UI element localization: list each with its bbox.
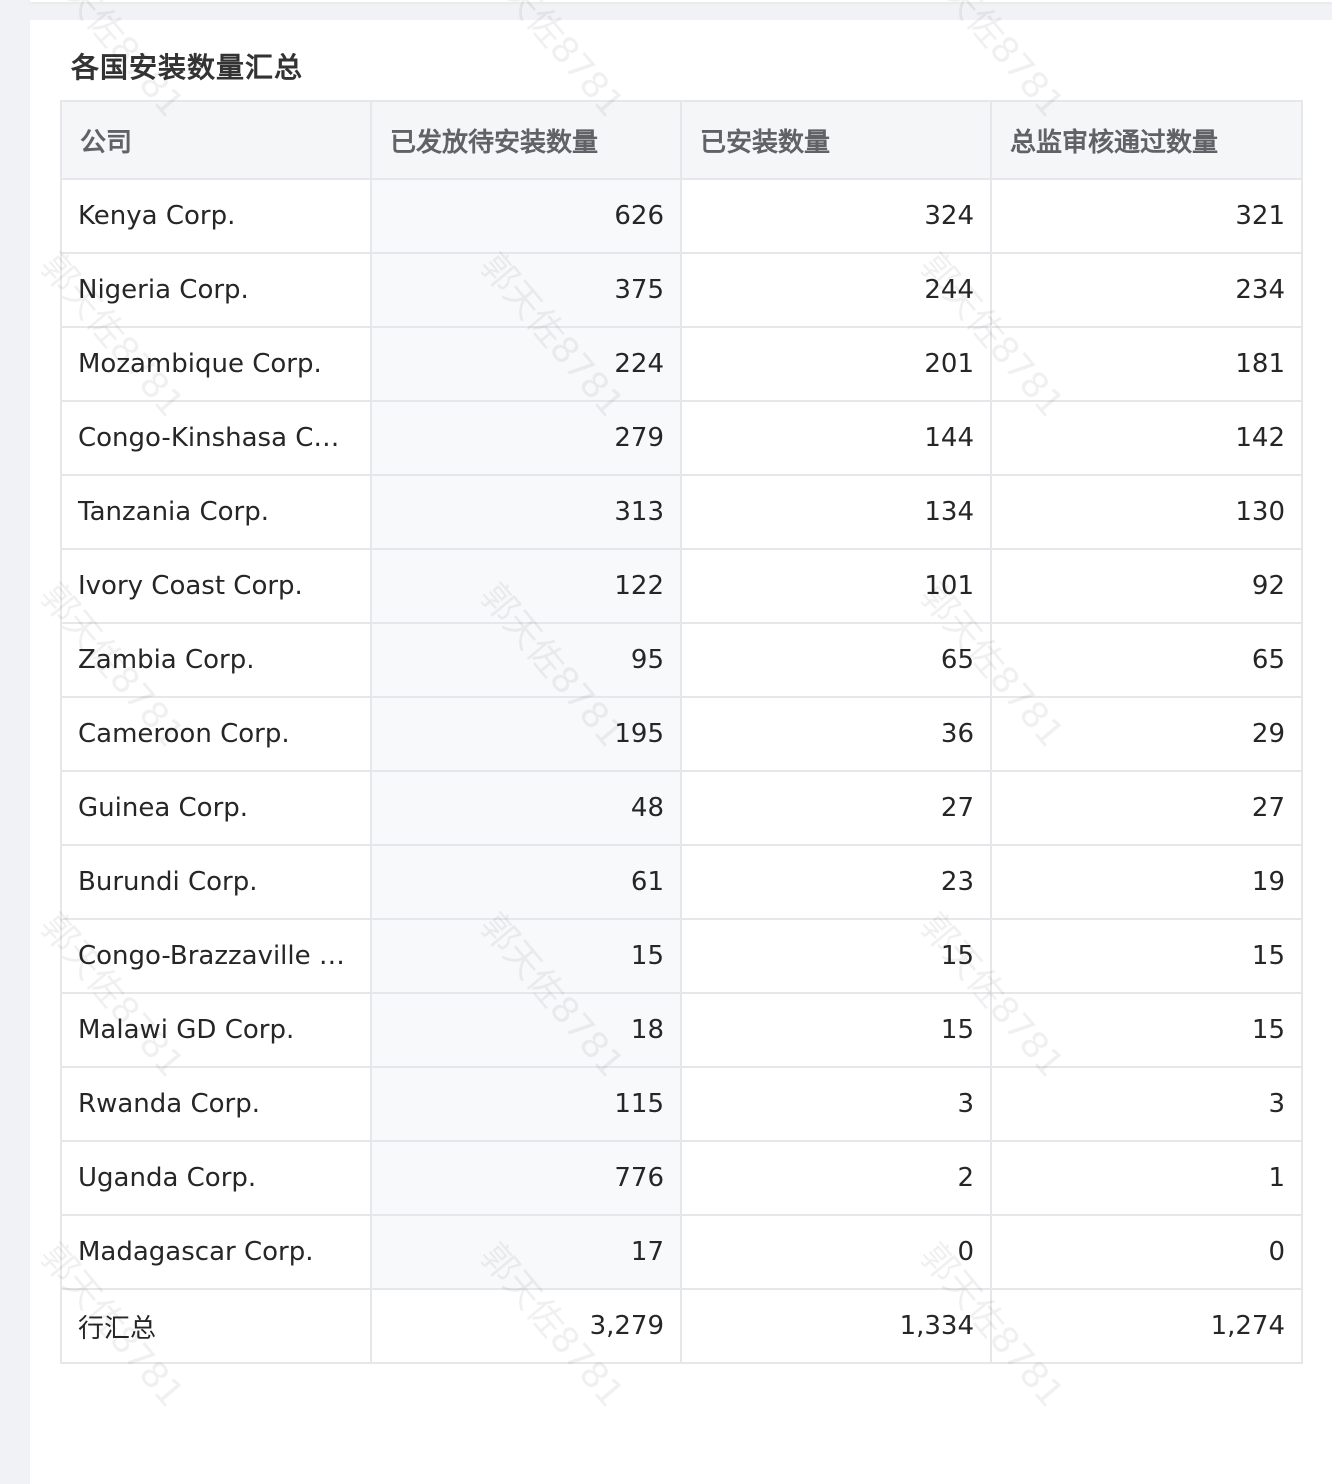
installed-cell: 244 (680, 252, 992, 328)
total-distributed: 3,279 (370, 1288, 682, 1364)
column-header-approved[interactable]: 总监审核通过数量 (990, 100, 1303, 180)
distributed-cell: 17 (370, 1214, 682, 1290)
column-header-company[interactable]: 公司 (60, 100, 372, 180)
approved-cell: 3 (990, 1066, 1303, 1142)
installed-cell: 324 (680, 178, 992, 254)
company-cell: Madagascar Corp. (60, 1214, 372, 1290)
table-row[interactable]: Guinea Corp. 48 27 27 (60, 770, 1303, 846)
company-cell: Nigeria Corp. (60, 252, 372, 328)
approved-cell: 1 (990, 1140, 1303, 1216)
approved-cell: 15 (990, 992, 1303, 1068)
approved-cell: 19 (990, 844, 1303, 920)
distributed-cell: 15 (370, 918, 682, 994)
installed-cell: 15 (680, 918, 992, 994)
installed-cell: 36 (680, 696, 992, 772)
distributed-cell: 95 (370, 622, 682, 698)
distributed-cell: 195 (370, 696, 682, 772)
table-row[interactable]: Uganda Corp. 776 2 1 (60, 1140, 1303, 1216)
company-cell: Burundi Corp. (60, 844, 372, 920)
distributed-cell: 61 (370, 844, 682, 920)
table-row[interactable]: Congo-Kinshasa C… 279 144 142 (60, 400, 1303, 476)
table-row[interactable]: Burundi Corp. 61 23 19 (60, 844, 1303, 920)
installed-cell: 134 (680, 474, 992, 550)
approved-cell: 29 (990, 696, 1303, 772)
table-row[interactable]: Malawi GD Corp. 18 15 15 (60, 992, 1303, 1068)
company-cell: Cameroon Corp. (60, 696, 372, 772)
installed-cell: 27 (680, 770, 992, 846)
table-row[interactable]: Congo-Brazzaville … 15 15 15 (60, 918, 1303, 994)
approved-cell: 65 (990, 622, 1303, 698)
distributed-cell: 375 (370, 252, 682, 328)
installed-cell: 144 (680, 400, 992, 476)
company-cell: Malawi GD Corp. (60, 992, 372, 1068)
install-summary-table: 公司 已发放待安装数量 已安装数量 总监审核通过数量 Kenya Corp. 62… (60, 100, 1303, 1364)
summary-card: 各国安装数量汇总 公司 已发放待安装数量 已安装数量 总监审核通过数量 Keny… (30, 20, 1332, 1484)
installed-cell: 23 (680, 844, 992, 920)
top-card-edge (30, 0, 1332, 2)
approved-cell: 321 (990, 178, 1303, 254)
total-label: 行汇总 (60, 1288, 372, 1364)
distributed-cell: 122 (370, 548, 682, 624)
approved-cell: 27 (990, 770, 1303, 846)
column-header-installed[interactable]: 已安装数量 (680, 100, 992, 180)
approved-cell: 142 (990, 400, 1303, 476)
installed-cell: 2 (680, 1140, 992, 1216)
approved-cell: 0 (990, 1214, 1303, 1290)
installed-cell: 65 (680, 622, 992, 698)
approved-cell: 130 (990, 474, 1303, 550)
distributed-cell: 48 (370, 770, 682, 846)
approved-cell: 15 (990, 918, 1303, 994)
company-cell: Congo-Brazzaville … (60, 918, 372, 994)
table-row[interactable]: Ivory Coast Corp. 122 101 92 (60, 548, 1303, 624)
approved-cell: 92 (990, 548, 1303, 624)
company-cell: Tanzania Corp. (60, 474, 372, 550)
installed-cell: 15 (680, 992, 992, 1068)
distributed-cell: 626 (370, 178, 682, 254)
table-row[interactable]: Mozambique Corp. 224 201 181 (60, 326, 1303, 402)
table-row[interactable]: Rwanda Corp. 115 3 3 (60, 1066, 1303, 1142)
company-cell: Congo-Kinshasa C… (60, 400, 372, 476)
installed-cell: 201 (680, 326, 992, 402)
total-approved: 1,274 (990, 1288, 1303, 1364)
installed-cell: 101 (680, 548, 992, 624)
table-row[interactable]: Nigeria Corp. 375 244 234 (60, 252, 1303, 328)
total-row: 行汇总 3,279 1,334 1,274 (60, 1288, 1303, 1364)
distributed-cell: 313 (370, 474, 682, 550)
distributed-cell: 115 (370, 1066, 682, 1142)
approved-cell: 181 (990, 326, 1303, 402)
distributed-cell: 224 (370, 326, 682, 402)
table-row[interactable]: Kenya Corp. 626 324 321 (60, 178, 1303, 254)
installed-cell: 3 (680, 1066, 992, 1142)
company-cell: Kenya Corp. (60, 178, 372, 254)
company-cell: Rwanda Corp. (60, 1066, 372, 1142)
company-cell: Uganda Corp. (60, 1140, 372, 1216)
table-row[interactable]: Madagascar Corp. 17 0 0 (60, 1214, 1303, 1290)
company-cell: Guinea Corp. (60, 770, 372, 846)
card-title: 各国安装数量汇总 (71, 51, 304, 84)
table-body: Kenya Corp. 626 324 321 Nigeria Corp. 375 244 2… (60, 178, 1303, 1364)
company-cell: Ivory Coast Corp. (60, 548, 372, 624)
company-cell: Zambia Corp. (60, 622, 372, 698)
total-installed: 1,334 (680, 1288, 992, 1364)
table-row[interactable]: Zambia Corp. 95 65 65 (60, 622, 1303, 698)
installed-cell: 0 (680, 1214, 992, 1290)
column-header-distributed[interactable]: 已发放待安装数量 (370, 100, 682, 180)
company-cell: Mozambique Corp. (60, 326, 372, 402)
distributed-cell: 279 (370, 400, 682, 476)
distributed-cell: 776 (370, 1140, 682, 1216)
table-row[interactable]: Tanzania Corp. 313 134 130 (60, 474, 1303, 550)
table-row[interactable]: Cameroon Corp. 195 36 29 (60, 696, 1303, 772)
distributed-cell: 18 (370, 992, 682, 1068)
table-header-row: 公司 已发放待安装数量 已安装数量 总监审核通过数量 (60, 100, 1303, 180)
approved-cell: 234 (990, 252, 1303, 328)
